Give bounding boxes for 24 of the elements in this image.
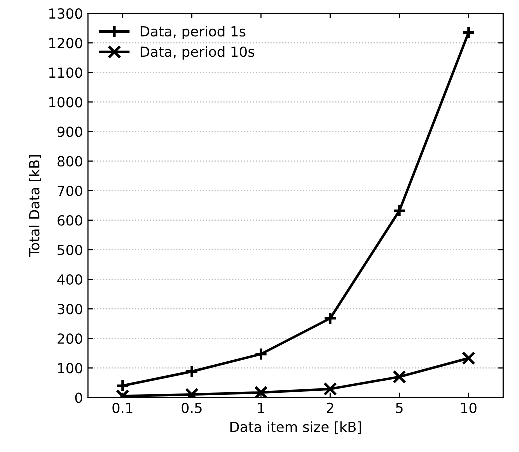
y-tick-label: 100	[58, 363, 82, 374]
x-tick-label: 0.5	[182, 402, 202, 414]
y-tick-label: 1000	[50, 97, 82, 108]
x-tick-label: 2	[327, 402, 334, 414]
y-tick-label: 700	[58, 186, 82, 196]
legend-label: Data, period 1s	[140, 26, 246, 40]
y-tick-label: 1200	[50, 38, 82, 49]
x-axis-title: Data item size [kB]	[230, 422, 362, 434]
x-tick-label: 0.1	[112, 402, 133, 414]
y-tick-label: 0	[75, 392, 82, 404]
y-tick-label: 900	[58, 126, 82, 138]
x-tick-label: 5	[396, 403, 403, 414]
y-tick-label: 400	[58, 274, 82, 286]
y-tick-label: 800	[58, 156, 82, 167]
legend-label: Data, period 10s	[140, 46, 254, 60]
y-tick-label: 500	[58, 244, 82, 256]
y-tick-label: 300	[58, 304, 82, 315]
x-tick-label: 10	[462, 402, 477, 414]
y-tick-label: 1300	[50, 8, 82, 20]
y-tick-label: 200	[58, 334, 82, 344]
y-tick-label: 1100	[50, 68, 82, 78]
x-tick-label: 1	[258, 403, 264, 414]
y-axis-title: Total Data [kB]	[29, 155, 42, 258]
y-tick-label: 600	[58, 215, 82, 226]
